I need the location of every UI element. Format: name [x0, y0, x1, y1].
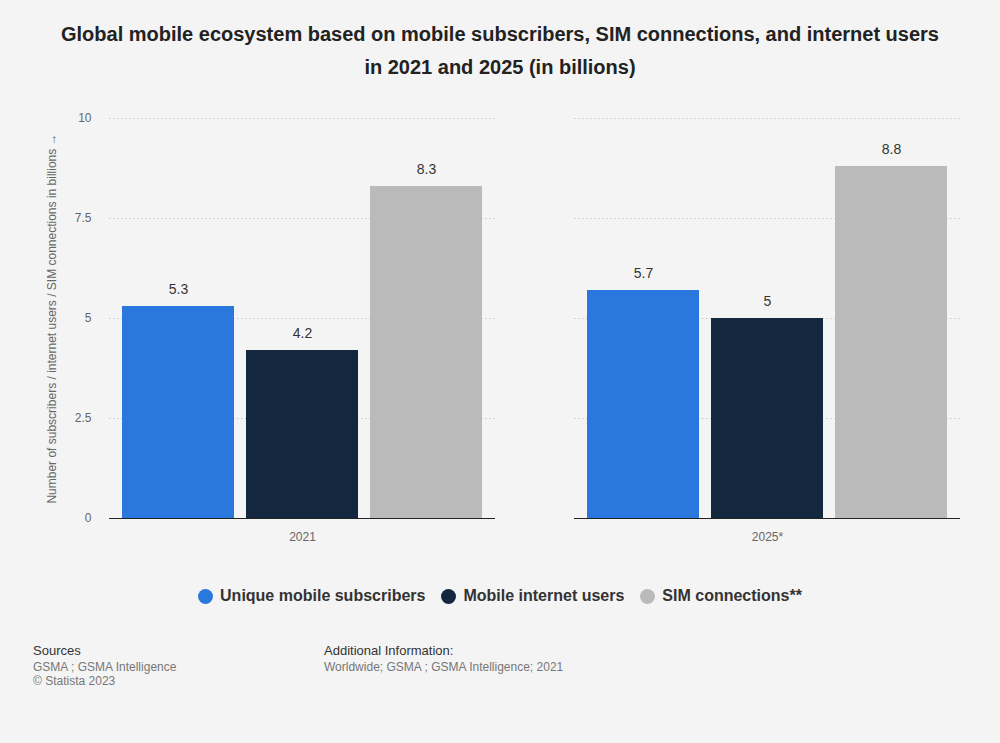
html-text:Additional Information:: Additional Information:: [324, 643, 454, 658]
html-text:Global mobile ecosystem based: Global mobile ecosystem based on mobile …: [61, 23, 939, 78]
svg-text:5: 5: [764, 293, 772, 309]
html-text:SIM connections**: SIM connections**: [662, 587, 802, 604]
svg-text:10: 10: [78, 111, 92, 125]
svg-text:0: 0: [85, 511, 92, 525]
html-text:© Statista 2023: © Statista 2023: [33, 674, 116, 688]
html-text:Unique mobile subscribers: Unique mobile subscribers: [220, 587, 426, 604]
html-text:GSMA ; GSMA Intelligence: GSMA ; GSMA Intelligence: [33, 660, 177, 674]
svg-text:8.8: 8.8: [882, 141, 902, 157]
svg-text:5: 5: [85, 311, 92, 325]
svg-text:8.3: 8.3: [417, 161, 437, 177]
html-text:Worldwide; GSMA ; GSMA Intelli: Worldwide; GSMA ; GSMA Intelligence; 202…: [324, 660, 564, 674]
svg-text:Number of subscribers / intern: Number of subscribers / internet users /…: [45, 133, 59, 503]
svg-text:2.5: 2.5: [75, 411, 92, 425]
svg-text:5.7: 5.7: [634, 265, 654, 281]
svg-text:4.2: 4.2: [293, 325, 313, 341]
svg-text:2025*: 2025*: [752, 530, 784, 544]
html-text:Sources: Sources: [33, 643, 81, 658]
html-text:Mobile internet users: Mobile internet users: [463, 587, 625, 604]
svg-text:5.3: 5.3: [169, 281, 189, 297]
svg-text:2021: 2021: [289, 530, 316, 544]
svg-text:7.5: 7.5: [75, 211, 92, 225]
